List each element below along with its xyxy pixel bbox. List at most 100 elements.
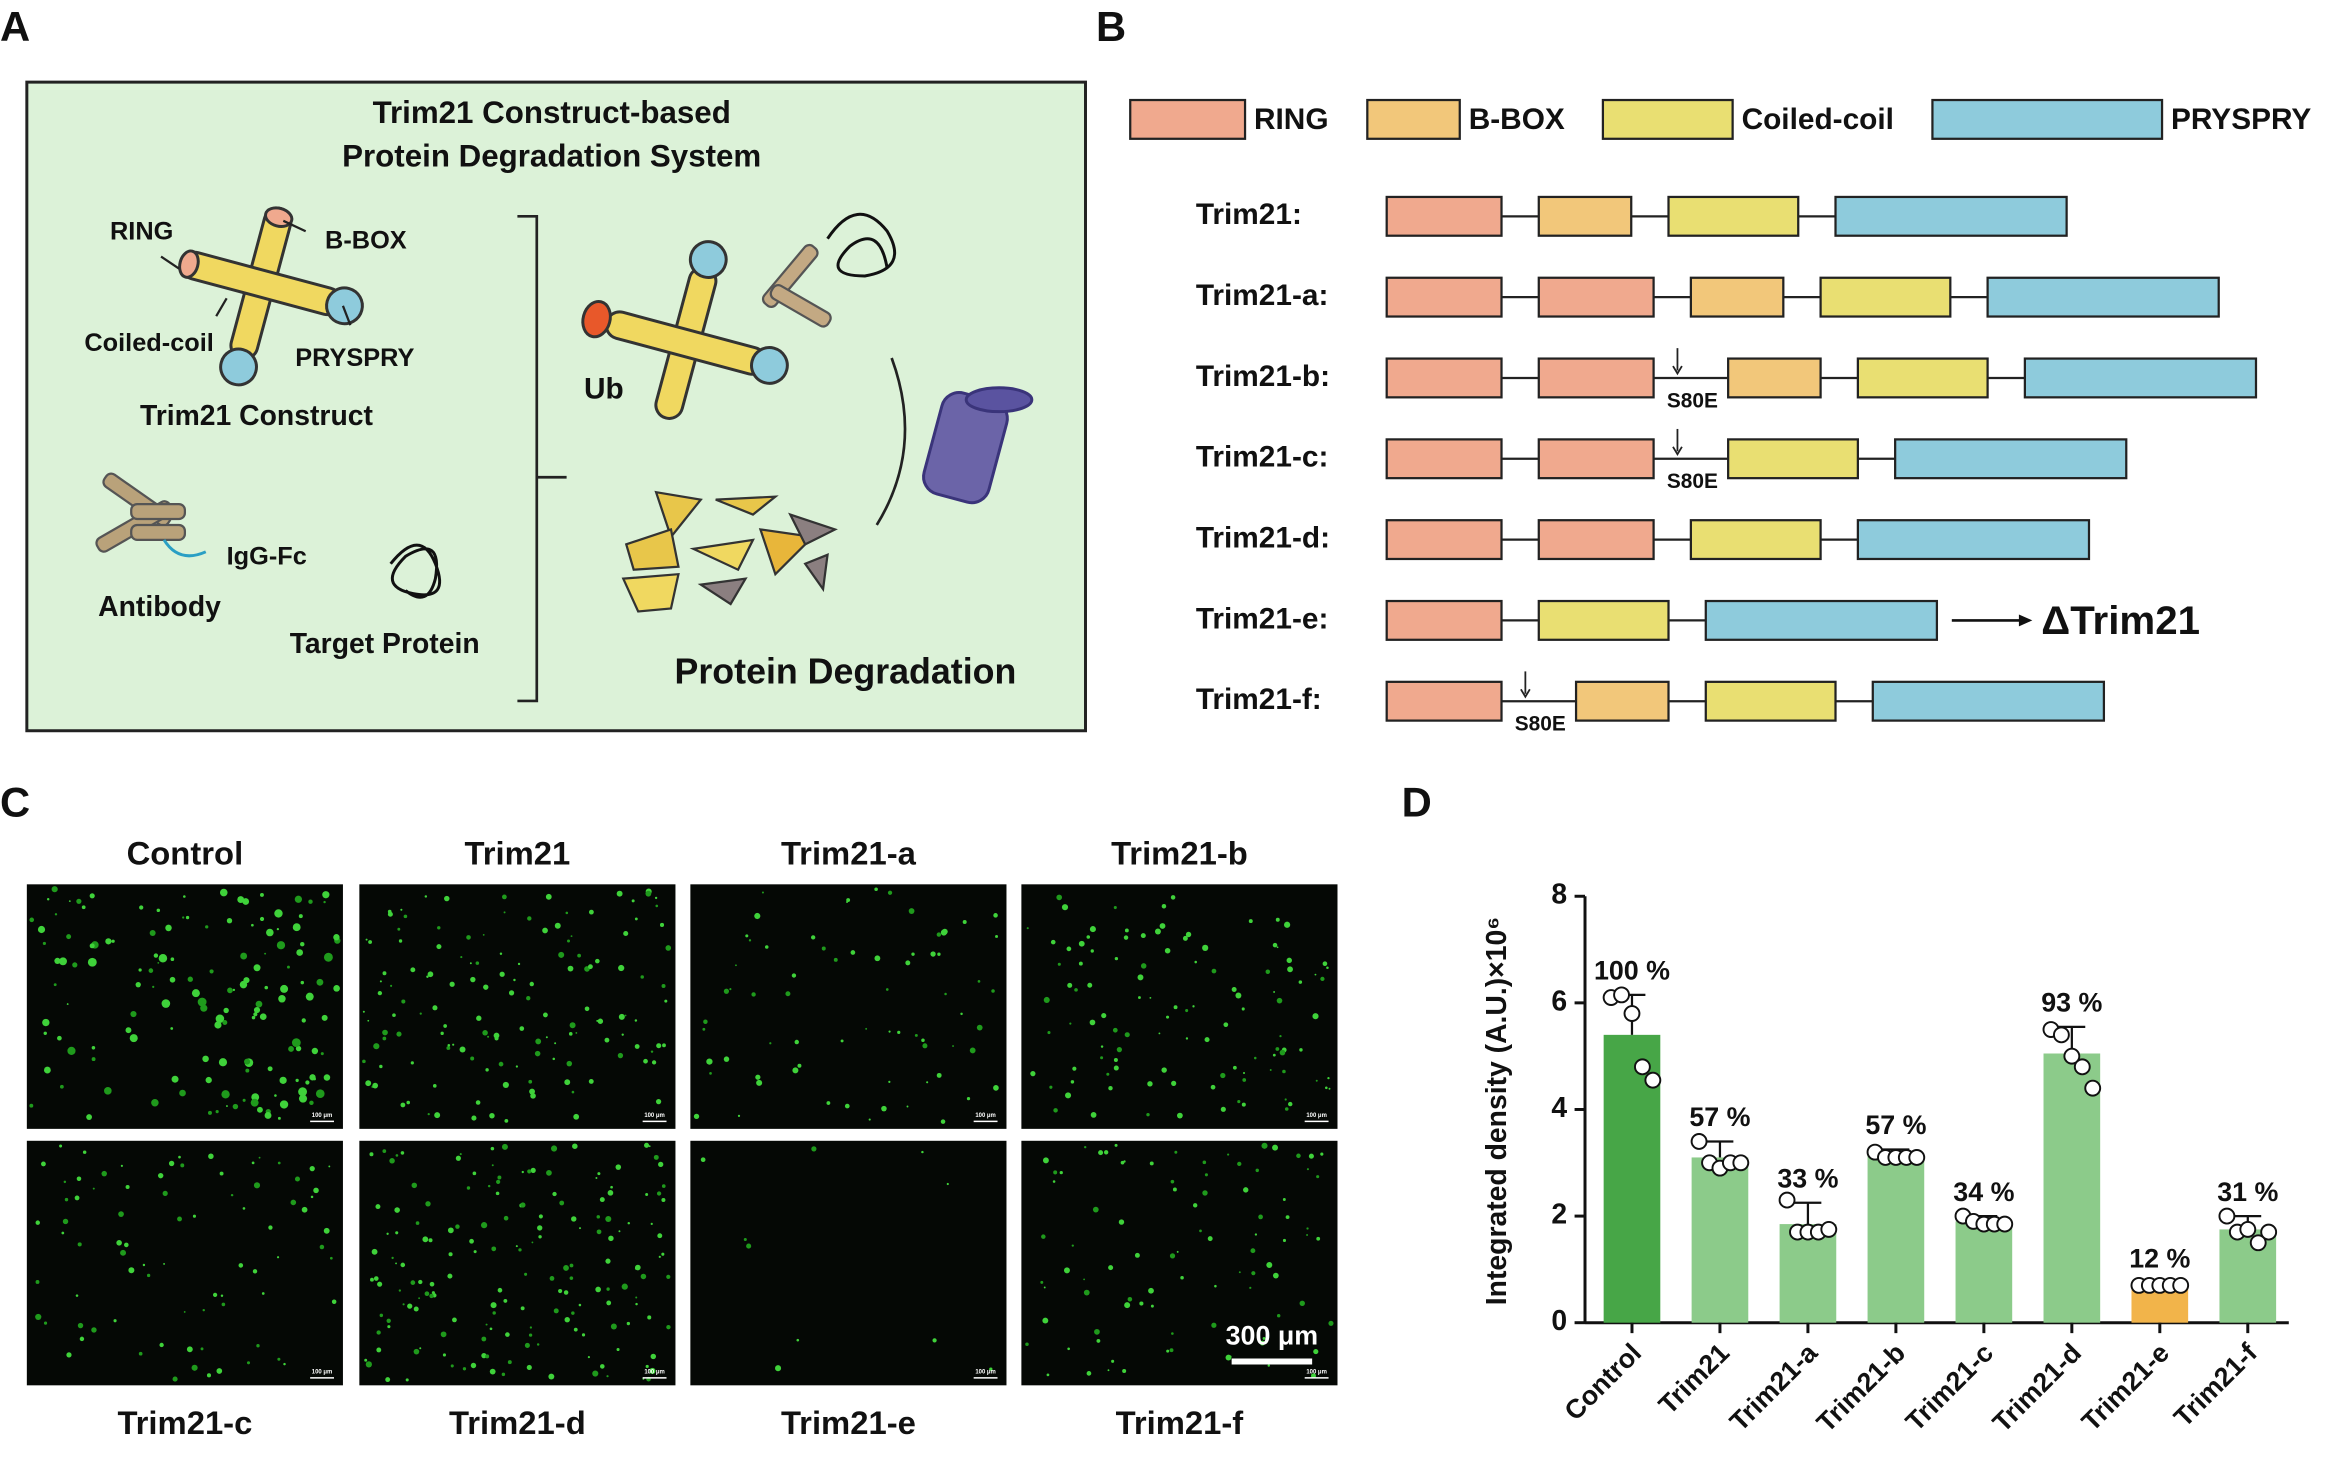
cell	[242, 1207, 246, 1210]
cell	[29, 917, 35, 923]
cell	[418, 1279, 423, 1285]
cell	[128, 1267, 135, 1274]
cell	[1272, 1272, 1279, 1279]
cell	[1066, 946, 1072, 952]
domain	[1537, 519, 1655, 561]
cell	[323, 900, 326, 904]
cell	[1231, 987, 1237, 992]
cell	[1114, 1143, 1118, 1147]
cell	[472, 1171, 477, 1176]
cell	[395, 1262, 397, 1265]
cell	[944, 992, 947, 996]
domain-label: B-BOX	[325, 226, 407, 254]
result-arrowhead	[2018, 614, 2033, 627]
cell	[276, 927, 280, 931]
cell	[1182, 935, 1188, 941]
cell	[1108, 1265, 1114, 1271]
cell	[400, 1262, 406, 1268]
cell	[1122, 1368, 1127, 1374]
construct-icon	[581, 240, 789, 420]
cell	[436, 944, 442, 950]
cell	[135, 982, 141, 988]
cell	[1049, 1085, 1053, 1089]
cell	[43, 1321, 48, 1325]
domain	[1385, 519, 1503, 561]
image-scale-label: 100 μm	[1306, 1369, 1327, 1375]
cell	[653, 1154, 659, 1160]
cell	[661, 1184, 666, 1188]
cell	[497, 1287, 503, 1293]
cell	[1072, 1066, 1077, 1071]
domain	[1385, 438, 1503, 480]
cell	[1272, 1144, 1279, 1151]
cell	[785, 991, 791, 997]
cell	[130, 1010, 137, 1018]
cell	[595, 1177, 598, 1179]
cell	[394, 1207, 400, 1213]
data-point	[2260, 1223, 2278, 1241]
domain	[1574, 680, 1670, 722]
igg-label: IgG-Fc	[227, 542, 307, 570]
cell	[333, 985, 340, 992]
cell	[1192, 1203, 1198, 1208]
cell	[962, 920, 967, 925]
cell	[242, 1098, 246, 1102]
image-scale-label: 100 μm	[975, 1369, 996, 1375]
bar	[1867, 1154, 1925, 1323]
x-tick-label: Trim21-a	[1724, 1337, 1824, 1437]
cell	[1170, 895, 1176, 900]
cell	[615, 1164, 622, 1170]
cell	[77, 1322, 84, 1329]
cell	[277, 1116, 281, 1120]
cell	[171, 1075, 179, 1083]
cell	[165, 924, 172, 932]
cell	[180, 1163, 185, 1168]
cell	[1237, 1100, 1241, 1104]
cell	[392, 1013, 396, 1018]
cell	[874, 955, 881, 962]
cell	[253, 1006, 261, 1014]
cell	[308, 899, 313, 904]
bracket	[517, 214, 567, 703]
cell	[650, 1353, 657, 1360]
data-point	[1623, 1005, 1641, 1022]
cell	[214, 1021, 222, 1029]
cell	[298, 1094, 308, 1103]
cell	[587, 1356, 590, 1359]
arrow	[875, 357, 907, 526]
cell	[1283, 921, 1291, 928]
cell	[501, 1372, 506, 1377]
cell	[634, 1266, 639, 1270]
cell	[946, 1182, 949, 1186]
cell	[1111, 1359, 1115, 1363]
legend-swatch	[1366, 98, 1461, 140]
cell	[309, 1074, 316, 1081]
cell	[535, 1038, 542, 1045]
cell	[1328, 1320, 1334, 1326]
micrograph	[690, 884, 1007, 1129]
cell	[592, 1370, 599, 1377]
cell	[635, 1296, 638, 1299]
cell	[906, 1105, 909, 1108]
cell	[277, 1357, 281, 1361]
cell	[1078, 940, 1085, 947]
cell	[573, 1113, 580, 1120]
cell	[570, 935, 573, 938]
cell	[170, 1027, 174, 1030]
mutation-arrowhead	[1672, 365, 1683, 376]
cell	[529, 1326, 533, 1329]
cell	[498, 1061, 504, 1067]
cell	[202, 1308, 205, 1312]
cell	[662, 1043, 666, 1048]
cell	[645, 1364, 649, 1369]
cell	[1116, 1046, 1122, 1053]
cell	[530, 1093, 536, 1099]
cell	[606, 1375, 609, 1378]
bar	[1779, 1224, 1837, 1323]
cell	[1170, 1179, 1175, 1184]
domain	[1537, 357, 1655, 399]
cell	[537, 1225, 543, 1231]
image-label: Trim21-e	[781, 1404, 916, 1441]
x-tick-label: Trim21-b	[1811, 1338, 1911, 1438]
cell	[1241, 1007, 1245, 1011]
